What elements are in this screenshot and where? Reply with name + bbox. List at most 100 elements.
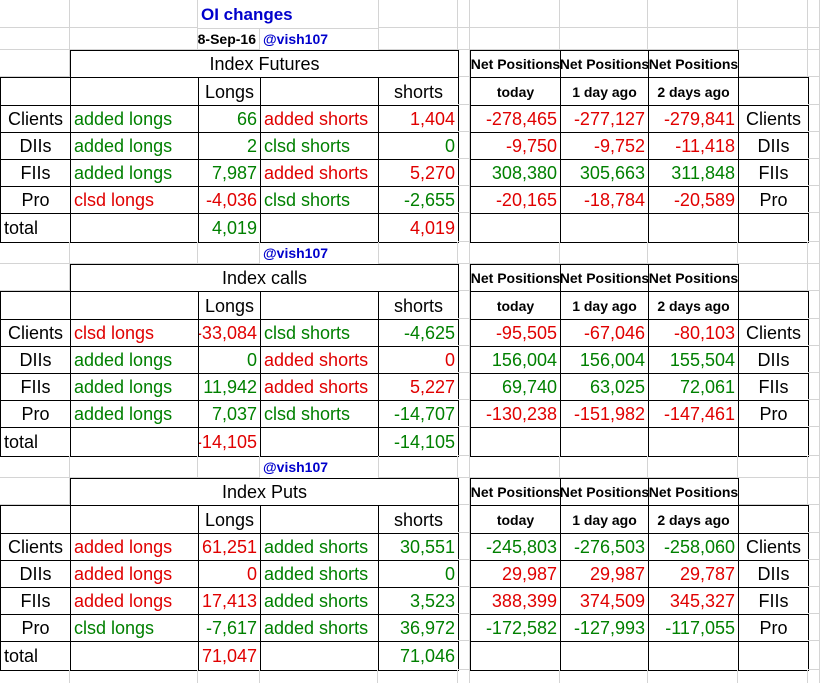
section-title: Index Futures <box>70 50 459 78</box>
cell <box>808 319 820 346</box>
cell <box>0 670 70 683</box>
row-label: DIIs <box>738 560 809 588</box>
cell <box>70 456 198 478</box>
row-label: FIIs <box>738 587 809 615</box>
cell <box>458 264 470 291</box>
long-value: 2 <box>198 132 261 160</box>
cell <box>738 264 808 291</box>
cell <box>458 346 470 373</box>
net-value: -258,060 <box>648 533 739 561</box>
row-label: Clients <box>0 533 71 561</box>
row-label: Clients <box>738 105 809 133</box>
row-label: Pro <box>738 400 809 428</box>
row-label: Pro <box>0 186 71 214</box>
cell <box>70 77 199 106</box>
net-header: Net Positions <box>470 264 561 292</box>
long-action: clsd longs <box>70 186 199 214</box>
cell <box>808 186 820 213</box>
cell <box>738 505 809 534</box>
net-value: -80,103 <box>648 319 739 347</box>
cell <box>808 560 820 587</box>
short-action: added shorts <box>260 159 379 187</box>
cell <box>260 291 379 320</box>
long-action: added longs <box>70 373 199 401</box>
cell <box>808 427 820 456</box>
long-value: -7,617 <box>198 614 261 642</box>
short-value: 5,270 <box>378 159 459 187</box>
cell <box>808 291 820 319</box>
net-value: 29,987 <box>470 560 561 588</box>
cell <box>458 427 470 456</box>
short-action: clsd shorts <box>260 186 379 214</box>
cell <box>0 242 70 264</box>
long-action: added longs <box>70 533 199 561</box>
short-action: clsd shorts <box>260 319 379 347</box>
cell <box>648 456 738 478</box>
net-value: -9,752 <box>560 132 649 160</box>
cell <box>808 400 820 427</box>
short-value: 0 <box>378 132 459 160</box>
page-title: OI changes <box>198 0 379 29</box>
cell <box>738 77 809 106</box>
cell <box>738 28 808 50</box>
long-action: added longs <box>70 346 199 374</box>
net-value: -276,503 <box>560 533 649 561</box>
cell <box>198 242 260 264</box>
net-value: 156,004 <box>560 346 649 374</box>
cell <box>458 77 470 105</box>
cell <box>560 670 648 683</box>
cell <box>70 427 199 457</box>
net-value: -20,165 <box>470 186 561 214</box>
short-value: 0 <box>378 346 459 374</box>
cell <box>458 614 470 641</box>
net-value: -130,238 <box>470 400 561 428</box>
cell <box>70 641 199 671</box>
cell <box>738 456 808 478</box>
short-action: added shorts <box>260 560 379 588</box>
cell <box>560 427 649 457</box>
cell <box>738 50 808 77</box>
cell <box>808 670 820 683</box>
period-header: 1 day ago <box>560 77 649 106</box>
cell <box>738 291 809 320</box>
period-header: today <box>470 77 561 106</box>
shorts-header: shorts <box>378 291 459 320</box>
long-action: clsd longs <box>70 614 199 642</box>
row-label: DIIs <box>0 346 71 374</box>
cell <box>808 77 820 105</box>
shorts-header: shorts <box>378 77 459 106</box>
net-header: Net Positions <box>648 50 739 78</box>
row-label: DIIs <box>738 132 809 160</box>
cell <box>648 213 739 243</box>
cell <box>738 641 809 671</box>
row-label: DIIs <box>0 560 71 588</box>
cell <box>378 0 458 28</box>
cell <box>378 242 458 264</box>
cell <box>648 0 738 28</box>
period-header: 2 days ago <box>648 505 739 534</box>
net-value: -127,993 <box>560 614 649 642</box>
net-value: 155,504 <box>648 346 739 374</box>
row-label: FIIs <box>738 373 809 401</box>
cell <box>648 427 739 457</box>
row-label: FIIs <box>0 373 71 401</box>
cell <box>470 427 561 457</box>
cell <box>470 0 560 28</box>
total-long: 71,047 <box>198 641 261 671</box>
row-label: DIIs <box>738 346 809 374</box>
long-action: added longs <box>70 105 199 133</box>
date: 28-Sep-16 <box>198 28 260 50</box>
cell <box>808 373 820 400</box>
cell <box>808 28 820 50</box>
cell <box>458 373 470 400</box>
cell <box>70 505 199 534</box>
short-value: -14,707 <box>378 400 459 428</box>
long-value: 0 <box>198 346 261 374</box>
net-value: -279,841 <box>648 105 739 133</box>
short-value: 0 <box>378 560 459 588</box>
total-label: total <box>0 427 71 457</box>
cell <box>0 28 70 50</box>
short-value: 30,551 <box>378 533 459 561</box>
net-value: -277,127 <box>560 105 649 133</box>
cell <box>738 242 808 264</box>
